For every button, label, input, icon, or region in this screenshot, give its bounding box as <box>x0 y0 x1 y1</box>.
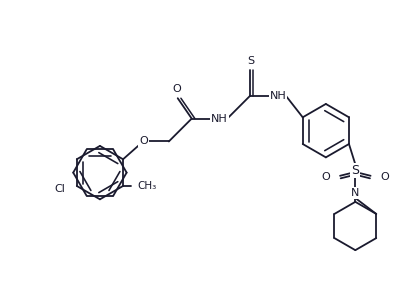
Text: O: O <box>139 137 148 147</box>
Text: NH: NH <box>270 91 287 101</box>
Text: S: S <box>352 164 359 177</box>
Text: S: S <box>247 56 255 66</box>
Text: O: O <box>381 172 389 182</box>
Text: O: O <box>321 172 330 182</box>
Text: N: N <box>351 188 359 198</box>
Text: CH₃: CH₃ <box>137 181 156 191</box>
Text: O: O <box>172 84 181 94</box>
Text: Cl: Cl <box>54 184 65 194</box>
Text: NH: NH <box>211 113 228 124</box>
